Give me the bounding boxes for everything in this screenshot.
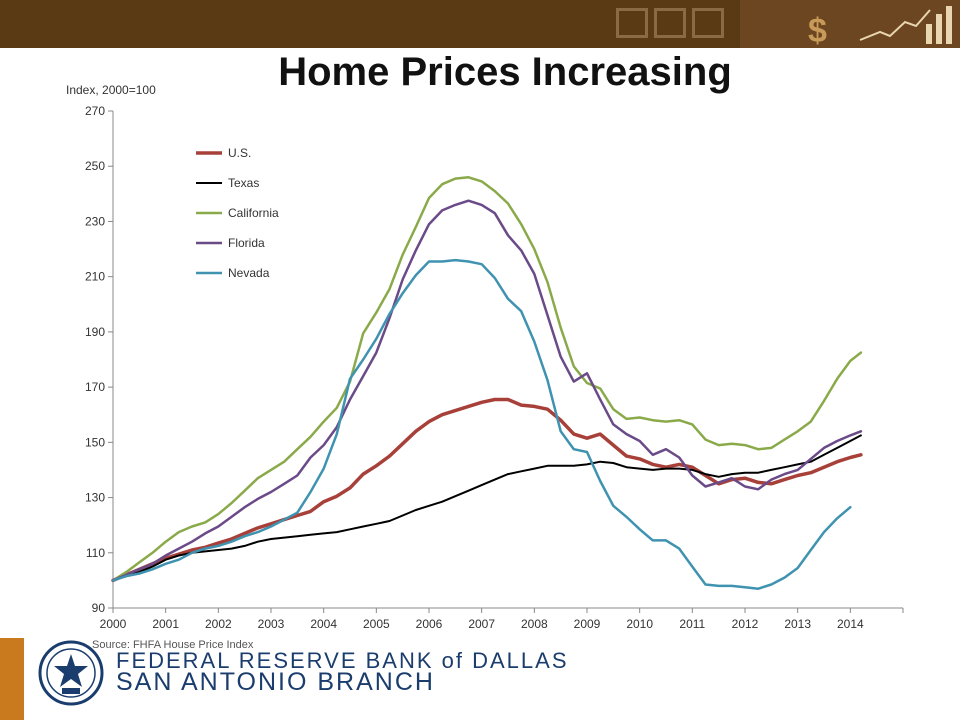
banner-box-2 <box>654 8 686 38</box>
x-tick-label: 2012 <box>732 617 759 631</box>
legend-label: U.S. <box>228 146 251 160</box>
left-accent-bar <box>0 638 24 720</box>
y-tick-label: 210 <box>85 270 105 284</box>
series-line-nevada <box>111 258 852 590</box>
y-tick-label: 190 <box>85 325 105 339</box>
x-tick-label: 2014 <box>837 617 864 631</box>
y-tick-label: 90 <box>92 601 106 615</box>
source-note: Source: FHFA House Price Index <box>92 639 254 651</box>
y-tick-label: 110 <box>86 546 105 560</box>
x-tick-label: 2011 <box>679 617 705 631</box>
federal-reserve-seal-icon <box>38 640 104 706</box>
svg-text:$: $ <box>808 12 827 48</box>
x-tick-label: 2003 <box>258 617 285 631</box>
y-tick-label: 250 <box>85 159 105 173</box>
legend-label: Texas <box>228 176 259 190</box>
series-line-florida <box>111 199 863 582</box>
x-tick-label: 2007 <box>468 617 495 631</box>
y-tick-label: 270 <box>85 104 105 118</box>
finance-graphic: $ <box>740 0 960 48</box>
x-tick-label: 2006 <box>416 617 443 631</box>
line-chart: 90 110 130 150 170 190 210 230 250 270 2000 2001 200… <box>66 83 904 631</box>
x-tick-label: 2001 <box>152 617 179 631</box>
y-tick-label: 150 <box>85 435 105 449</box>
series-line-texas <box>112 434 862 582</box>
banner-box-1 <box>616 8 648 38</box>
y-tick-label: 230 <box>85 214 105 228</box>
x-tick-label: 2008 <box>521 617 548 631</box>
series-line-california <box>111 176 863 582</box>
y-axis-label: Index, 2000=100 <box>66 83 156 97</box>
x-tick-label: 2005 <box>363 617 390 631</box>
x-tick-label: 2009 <box>574 617 601 631</box>
x-tick-label: 2000 <box>100 617 127 631</box>
legend-label: Nevada <box>228 266 270 280</box>
banner-box-3 <box>692 8 724 38</box>
x-tick-label: 2013 <box>784 617 811 631</box>
x-tick-label: 2002 <box>205 617 232 631</box>
legend-label: Florida <box>228 236 265 250</box>
page-title: Home Prices Increasing <box>278 50 732 94</box>
bank-name: FEDERAL RESERVE BANK of DALLAS <box>116 648 569 673</box>
x-tick-label: 2010 <box>626 617 653 631</box>
legend-label: California <box>228 206 279 220</box>
x-tick-label: 2004 <box>310 617 337 631</box>
header-banner: $ <box>0 0 960 48</box>
branch-name: SAN ANTONIO BRANCH <box>116 668 435 696</box>
series-line-us <box>111 397 863 583</box>
y-tick-label: 170 <box>85 380 105 394</box>
y-tick-label: 130 <box>85 491 105 505</box>
